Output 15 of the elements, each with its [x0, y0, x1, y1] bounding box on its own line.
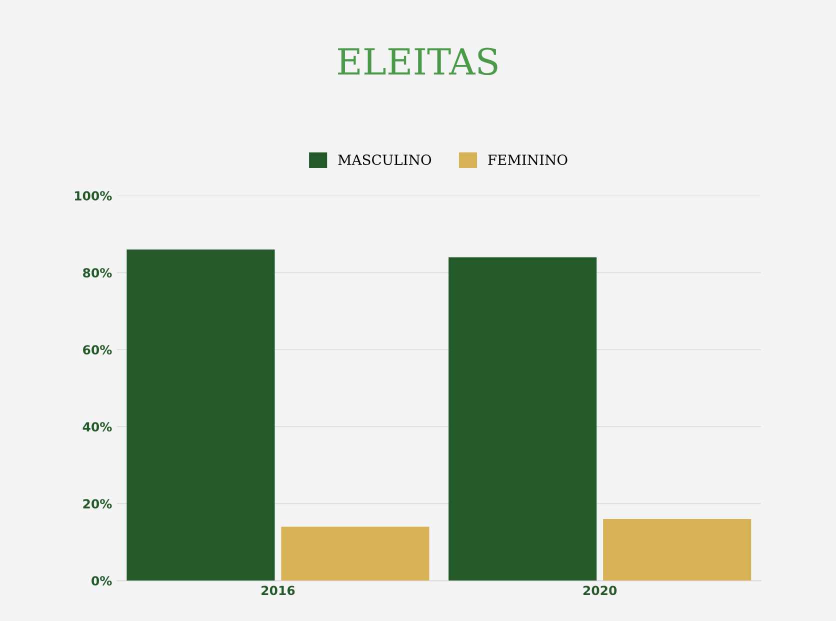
y-tick-label: 80%: [83, 268, 112, 278]
y-tick-label: 40%: [82, 422, 112, 432]
y-tick-label: 60%: [83, 345, 112, 355]
legend-label: MASCULINO: [338, 154, 432, 166]
bar: [126, 250, 275, 581]
chart-title: ELEITAS: [338, 48, 498, 76]
y-tick-label: 0%: [92, 576, 112, 586]
bar: [281, 526, 430, 581]
x-tick-label: 2020: [583, 586, 617, 596]
bar: [448, 257, 597, 581]
legend-label: FEMININO: [488, 154, 568, 166]
x-tick-label: 2016: [262, 586, 295, 596]
bar: [603, 519, 752, 581]
y-tick-label: 100%: [74, 191, 112, 201]
y-tick-label: 20%: [83, 499, 112, 509]
